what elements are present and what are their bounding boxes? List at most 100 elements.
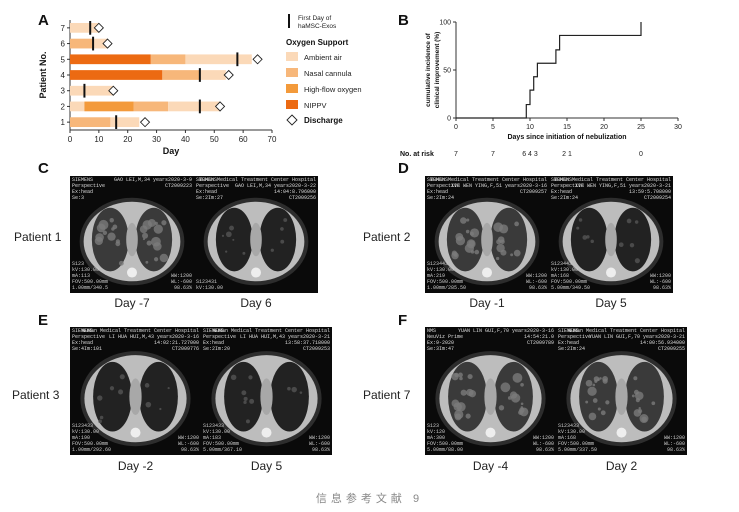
lung-opacity (109, 386, 115, 391)
lung-opacity (496, 239, 502, 245)
lung-opacity (638, 407, 641, 410)
lung-opacity (510, 253, 514, 257)
ct-image-e-0: SIEMENS Perspective Ex:head Se:4Im:101 Wu… (70, 327, 202, 455)
mediastinum (484, 378, 497, 415)
lung-opacity (98, 419, 102, 424)
x-tick-label-b-3: 15 (563, 124, 571, 131)
ct-scan-drawing (558, 197, 664, 286)
lung-opacity (635, 391, 644, 400)
lung-opacity (299, 391, 303, 394)
lung-opacity (651, 401, 656, 406)
ct-window-text: WW:1200 WL:-600 98.63% (525, 273, 547, 291)
lung-opacity (225, 231, 232, 238)
ct-window-text: WW:1200 WL:-600 98.63% (308, 435, 330, 453)
lung-opacity (499, 224, 509, 234)
y-tick-label-a-6: 7 (61, 24, 66, 33)
panel-letter-f: F (398, 312, 408, 329)
lung-opacity (107, 232, 116, 241)
mediastinum (605, 222, 617, 257)
bar-segment-p2-2 (133, 101, 169, 112)
lung-opacity (99, 415, 104, 420)
at-risk-value-4: 0 (639, 151, 643, 157)
lung-opacity (451, 399, 460, 408)
lung-opacity (291, 386, 297, 393)
y-axis-title-a: Patient No. (38, 51, 48, 98)
x-tick-label-b-5: 25 (637, 124, 645, 131)
mediastinum (260, 378, 273, 415)
lung-opacity (520, 382, 524, 387)
lung-opacity (633, 376, 638, 381)
spine (485, 427, 496, 438)
bar-segment-p7-0 (70, 22, 99, 33)
x-tick-label-b-1: 5 (491, 124, 495, 131)
ct-pair-d: SIEMENS Perspective Ex:head Se:2Im:24 WuH… (425, 176, 673, 293)
left-lung (139, 361, 178, 432)
lung-opacity (460, 389, 467, 396)
day-label-d-1: Day 5 (595, 296, 627, 310)
x-tick-label-a-2: 20 (123, 135, 132, 144)
lung-opacity (115, 241, 121, 247)
discharge-marker-p3 (108, 85, 119, 96)
ct-image-e-1: SIEMENS Perspective Ex:head Se:2Im:20 WuH… (201, 327, 332, 455)
y-tick-label-a-5: 6 (61, 40, 66, 49)
lung-opacity (582, 235, 588, 240)
y-tick-label-a-4: 5 (61, 55, 66, 64)
day-label-c-1: Day 6 (240, 296, 272, 310)
ct-window-text: WW:1200 WL:-600 98.63% (170, 273, 192, 291)
left-lung (259, 207, 297, 272)
ct-patient-info: WuHan Medical Treatment Center Hospital … (81, 328, 199, 352)
ct-footer-text: S123443 kV:130.00 mA:168 FOV:500.00mm 5.… (551, 261, 591, 291)
patient-label-d: Patient 2 (363, 230, 411, 244)
discharge-marker-p2 (214, 101, 226, 112)
legend-swatch-3 (286, 100, 298, 109)
lung-opacity (576, 226, 580, 230)
lung-opacity (248, 375, 253, 380)
ct-scan-drawing (434, 197, 540, 286)
bar-segment-p6-1 (93, 38, 108, 49)
bar-segment-p5-2 (185, 54, 252, 65)
lung-opacity (519, 407, 525, 413)
lung-opacity (605, 400, 610, 405)
lung-opacity (451, 250, 457, 256)
legend-discharge-swatch (286, 114, 298, 126)
panel-letter-d: D (398, 160, 409, 177)
lung-opacity (634, 258, 640, 264)
lung-opacity (578, 218, 583, 222)
lung-opacity (159, 407, 162, 411)
lung-opacity (145, 260, 149, 264)
day-label-d-0: Day -1 (469, 296, 505, 310)
bar-segment-p5-0 (70, 54, 151, 65)
legend-swatch-2 (286, 84, 298, 93)
ct-scan-drawing (211, 351, 322, 447)
x-tick-label-b-6: 30 (674, 124, 682, 131)
lung-opacity (498, 405, 505, 411)
right-lung (579, 361, 618, 432)
ct-patient-info: GAO LEI,M,34 years2020-3-9 CT2009223 (113, 177, 192, 189)
legend-exos-label-1: First Day of (298, 15, 331, 22)
lung-opacity (243, 396, 248, 401)
ct-header-text: SIEMENS Perspective Ex:head Se:2Im:24 (427, 177, 461, 201)
x-tick-label-a-0: 0 (68, 135, 73, 144)
right-lung (570, 207, 608, 272)
lung-opacity (597, 378, 600, 382)
x-tick-label-b-4: 20 (600, 124, 608, 131)
ct-header-text: SIEMENS Perspective Ex:head Se:2Im:20 (203, 328, 237, 352)
page-caption: 信息参考文献 9 (315, 493, 424, 505)
lung-opacity (466, 218, 470, 222)
lung-opacity (599, 377, 602, 380)
legend-label-1: Nasal cannula (304, 69, 352, 78)
ct-image-d-1: SIEMENS Perspective Ex:head Se:2Im:24 WuH… (549, 176, 673, 293)
lung-opacity (287, 386, 291, 391)
lung-opacity (469, 231, 475, 236)
lung-opacity (112, 224, 118, 230)
ct-footer-text: S123443 kV:130.00 mA:219 FOV:500.00mm 1.… (427, 261, 467, 291)
legend-label-3: NIPPV (304, 101, 327, 110)
lung-opacity (592, 383, 596, 387)
ct-scan-drawing (80, 351, 191, 447)
lung-opacity (159, 253, 169, 263)
ct-footer-text: S123 kV:130.00 mA:113 FOV:500.00mm 1.00m… (72, 261, 109, 291)
ct-patient-info: WuHan Medical Treatment Center Hospital … (212, 328, 330, 352)
x-axis-title-b: Days since initiation of nebulization (507, 134, 626, 141)
lung-opacity (474, 249, 480, 255)
lung-opacity (167, 386, 170, 390)
